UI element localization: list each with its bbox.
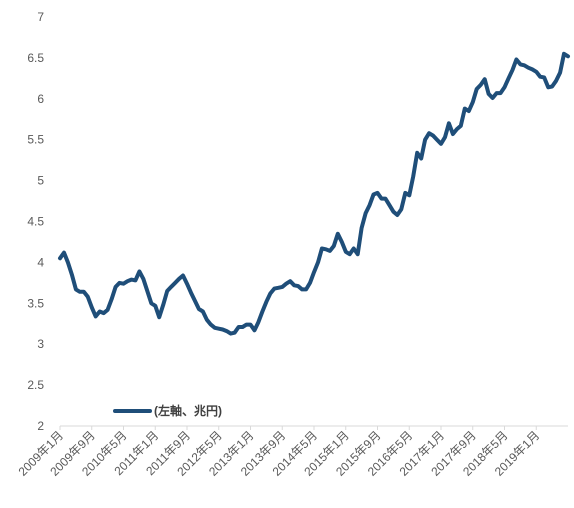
y-tick-label: 7	[37, 10, 44, 24]
y-tick-label: 4	[37, 255, 44, 269]
y-tick-label: 6.5	[27, 51, 44, 65]
x-axis: 2009年1月2009年9月2010年5月2011年1月2011年9月2012年…	[16, 426, 542, 479]
y-axis: 2 2.5 3 3.5 4 4.5 5 5.5 6 6.5 7	[27, 10, 44, 433]
y-tick-label: 4.5	[27, 215, 44, 229]
legend-label: (左軸、兆円)	[154, 403, 222, 418]
series-line	[58, 51, 570, 336]
y-tick-label: 3.5	[27, 296, 44, 310]
y-tick-label: 2	[37, 419, 44, 433]
y-tick-label: 5	[37, 174, 44, 188]
legend: (左軸、兆円)	[113, 403, 222, 418]
y-tick-label: 3	[37, 337, 44, 351]
series-layer	[58, 51, 570, 336]
y-tick-label: 5.5	[27, 133, 44, 147]
y-tick-label: 2.5	[27, 378, 44, 392]
y-tick-label: 6	[37, 92, 44, 106]
